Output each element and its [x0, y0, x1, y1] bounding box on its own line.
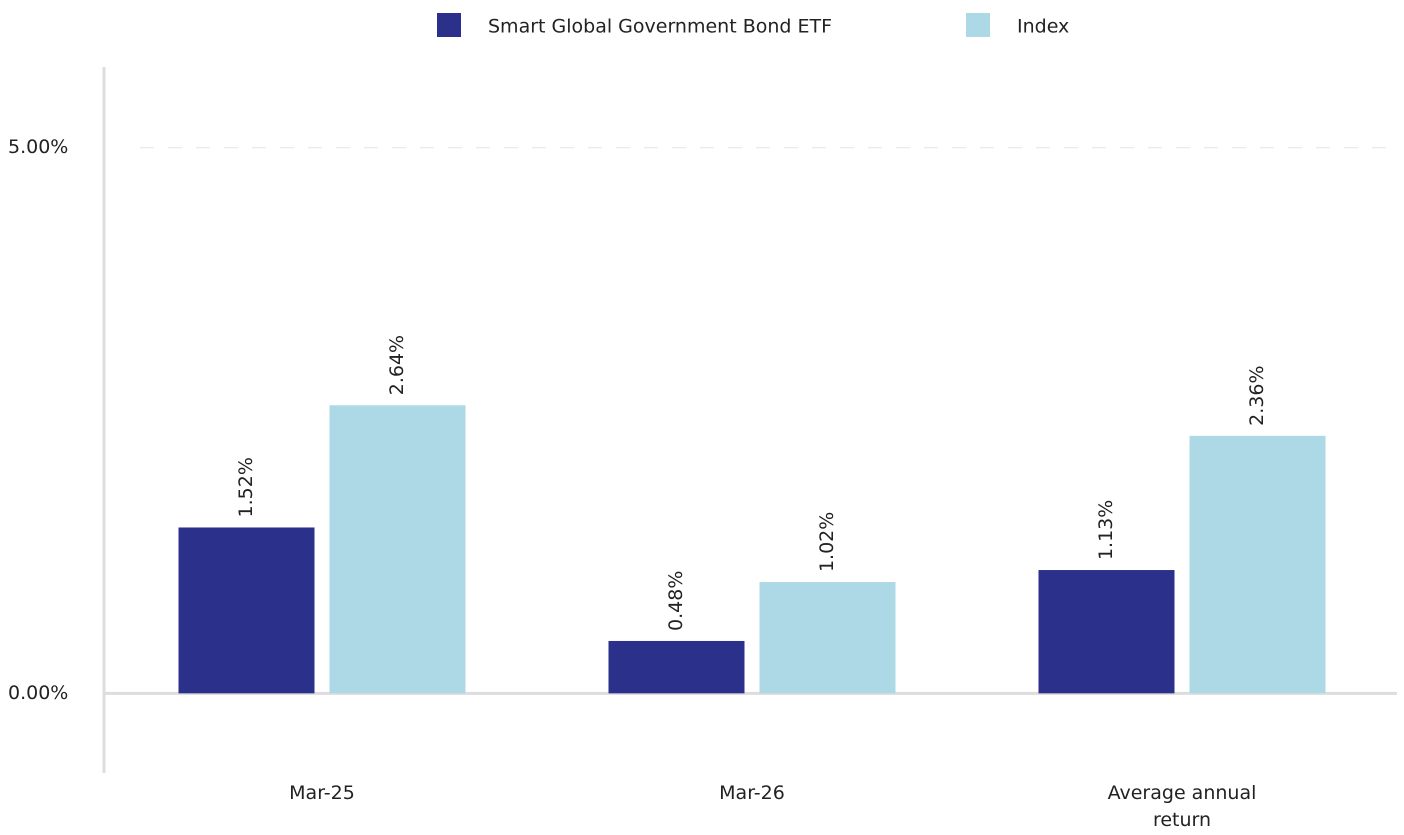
- bar: [178, 527, 315, 694]
- bar: [1189, 435, 1326, 694]
- bar: [329, 405, 466, 694]
- y-tick-label: 0.00%: [8, 682, 68, 704]
- bar: [1038, 570, 1175, 694]
- data-label: 1.02%: [816, 512, 838, 572]
- data-label: 1.13%: [1095, 500, 1117, 560]
- bar: [608, 640, 745, 694]
- x-tick-label: Average annual return: [1107, 782, 1257, 831]
- bar: [759, 582, 896, 694]
- data-label: 2.64%: [386, 335, 408, 395]
- x-tick-label: Mar-25: [289, 782, 355, 804]
- legend-label: Smart Global Government Bond ETF: [488, 16, 832, 38]
- legend-label: Index: [1017, 16, 1069, 38]
- data-label: 0.48%: [665, 571, 687, 631]
- y-tick-label: 5.00%: [8, 136, 68, 158]
- data-label: 2.36%: [1246, 365, 1268, 425]
- data-label: 1.52%: [235, 457, 257, 517]
- legend-swatch: [437, 13, 461, 37]
- x-tick-label: Mar-26: [719, 782, 785, 804]
- legend-swatch: [966, 13, 990, 37]
